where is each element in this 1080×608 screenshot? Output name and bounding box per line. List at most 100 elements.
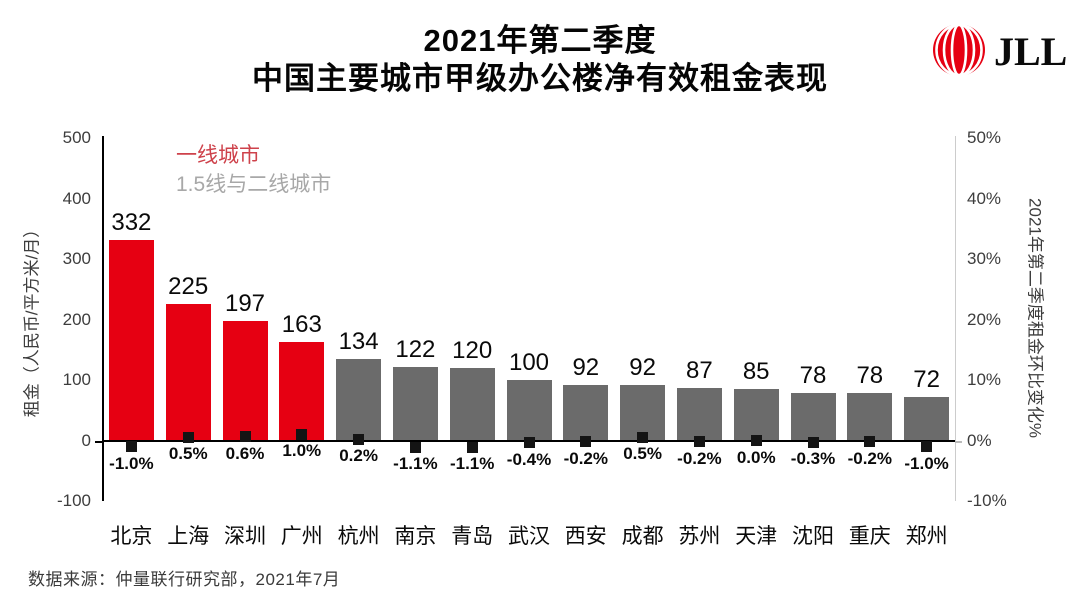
pct-marker-北京 bbox=[125, 441, 137, 453]
pct-marker-青岛 bbox=[466, 441, 478, 453]
left-axis-line bbox=[102, 136, 104, 501]
category-label-上海: 上海 bbox=[167, 525, 210, 548]
bar-武汉 bbox=[506, 380, 552, 441]
bar-苏州 bbox=[676, 387, 722, 441]
category-label-武汉: 武汉 bbox=[507, 525, 550, 548]
source-note: 数据来源：仲量联行研究部，2021年7月 bbox=[28, 570, 341, 589]
category-label-天津: 天津 bbox=[735, 525, 778, 548]
left-axis-tick-400: 400 bbox=[62, 188, 91, 208]
bar-西安 bbox=[563, 384, 609, 441]
pct-label-成都: 0.5% bbox=[623, 444, 662, 464]
bar-青岛 bbox=[449, 367, 495, 441]
pct-marker-天津 bbox=[750, 435, 762, 446]
pct-label-重庆: -0.2% bbox=[847, 448, 892, 468]
pct-label-杭州: 0.2% bbox=[339, 446, 378, 466]
value-label-苏州: 87 bbox=[686, 356, 713, 384]
bar-深圳 bbox=[222, 321, 268, 441]
category-label-广州: 广州 bbox=[280, 525, 323, 548]
pct-marker-广州 bbox=[296, 428, 308, 440]
pct-label-苏州: -0.2% bbox=[677, 448, 722, 468]
value-label-深圳: 197 bbox=[224, 290, 266, 318]
pct-label-沈阳: -0.3% bbox=[790, 449, 836, 469]
value-label-青岛: 120 bbox=[452, 336, 493, 364]
category-label-青岛: 青岛 bbox=[451, 525, 494, 548]
chart-legend: 一线城市 1.5线与二线城市 bbox=[176, 141, 331, 199]
chart-title: 2021年第二季度 中国主要城市甲级办公楼净有效租金表现 bbox=[0, 22, 1080, 98]
legend-item-tier1: 一线城市 bbox=[176, 144, 260, 167]
left-axis-tick-100: 100 bbox=[62, 370, 91, 389]
pct-marker-上海 bbox=[182, 431, 194, 443]
zero-tick-left bbox=[95, 440, 103, 443]
pct-marker-杭州 bbox=[353, 433, 365, 445]
pct-label-南京: -1.1% bbox=[393, 454, 438, 474]
value-label-天津: 85 bbox=[742, 358, 770, 386]
category-label-西安: 西安 bbox=[564, 525, 607, 548]
category-label-郑州: 郑州 bbox=[905, 525, 948, 548]
jll-logo-icon: JLL bbox=[933, 23, 1067, 77]
pct-label-深圳: 0.6% bbox=[225, 443, 265, 463]
pct-label-广州: 1.0% bbox=[282, 441, 322, 461]
right-axis-tick-30%: 30% bbox=[967, 249, 1002, 268]
value-label-武汉: 100 bbox=[508, 349, 550, 376]
title-line1: 2021年第二季度 bbox=[423, 23, 657, 58]
pct-marker-西安 bbox=[580, 436, 592, 448]
category-label-苏州: 苏州 bbox=[678, 525, 721, 548]
left-axis-tick--100: -100 bbox=[56, 491, 91, 510]
pct-label-郑州: -1.0% bbox=[904, 453, 949, 473]
bar-重庆 bbox=[847, 393, 893, 441]
pct-marker-深圳 bbox=[239, 431, 251, 443]
pct-marker-沈阳 bbox=[807, 436, 819, 448]
value-label-广州: 163 bbox=[281, 310, 322, 338]
right-axis-tick--10%: -10% bbox=[967, 491, 1007, 510]
legend-item-tier2: 1.5线与二线城市 bbox=[176, 173, 332, 196]
value-label-西安: 92 bbox=[572, 353, 600, 381]
pct-label-西安: -0.2% bbox=[563, 448, 608, 468]
pct-marker-郑州 bbox=[921, 441, 933, 453]
value-label-郑州: 72 bbox=[913, 365, 940, 393]
jll-logo: JLL bbox=[932, 20, 1067, 80]
bar-沈阳 bbox=[790, 393, 836, 441]
pct-marker-苏州 bbox=[693, 436, 705, 448]
bar-天津 bbox=[733, 389, 779, 441]
pct-marker-南京 bbox=[409, 441, 421, 453]
category-label-杭州: 杭州 bbox=[337, 525, 380, 548]
category-label-重庆: 重庆 bbox=[848, 525, 891, 548]
jll-logo-text: JLL bbox=[994, 29, 1066, 74]
left-axis-tick-200: 200 bbox=[62, 309, 91, 329]
category-label-成都: 成都 bbox=[621, 525, 664, 548]
bar-杭州 bbox=[336, 359, 382, 441]
title-line2: 中国主要城市甲级办公楼净有效租金表现 bbox=[252, 61, 828, 96]
pct-marker-重庆 bbox=[864, 436, 876, 448]
value-label-上海: 225 bbox=[168, 273, 209, 301]
value-label-沈阳: 78 bbox=[799, 362, 827, 390]
value-label-南京: 122 bbox=[395, 335, 436, 363]
pct-label-天津: 0.0% bbox=[736, 447, 776, 467]
bar-广州 bbox=[279, 341, 325, 441]
category-label-北京: 北京 bbox=[110, 525, 153, 548]
right-axis-tick-20%: 20% bbox=[967, 309, 1002, 329]
value-label-杭州: 134 bbox=[338, 328, 379, 356]
value-label-成都: 92 bbox=[629, 353, 656, 381]
value-label-重庆: 78 bbox=[856, 362, 884, 390]
pct-label-武汉: -0.4% bbox=[506, 449, 552, 469]
left-axis-tick-300: 300 bbox=[62, 249, 91, 268]
zero-tick-right bbox=[955, 440, 962, 443]
left-axis-tick-500: 500 bbox=[62, 128, 91, 147]
bar-上海 bbox=[165, 304, 211, 441]
bar-成都 bbox=[620, 384, 666, 441]
pct-marker-成都 bbox=[637, 431, 649, 443]
bar-南京 bbox=[392, 366, 438, 441]
right-axis-tick-0%: 0% bbox=[967, 430, 992, 450]
pct-label-北京: -1.0% bbox=[109, 453, 154, 473]
bar-北京 bbox=[108, 239, 154, 441]
bar-郑州 bbox=[904, 396, 950, 441]
category-label-深圳: 深圳 bbox=[223, 525, 266, 548]
pct-marker-武汉 bbox=[523, 437, 535, 449]
right-axis-tick-10%: 10% bbox=[967, 370, 1002, 389]
right-axis-line bbox=[955, 136, 956, 501]
value-label-北京: 332 bbox=[111, 208, 152, 236]
left-axis-tick-0: 0 bbox=[81, 430, 91, 450]
right-axis-tick-40%: 40% bbox=[967, 188, 1002, 208]
category-label-南京: 南京 bbox=[394, 525, 437, 548]
